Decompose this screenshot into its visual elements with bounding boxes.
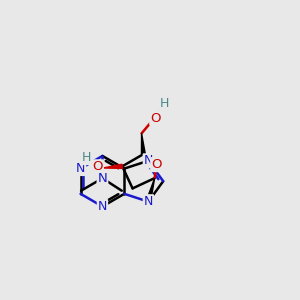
Polygon shape bbox=[146, 178, 155, 202]
Text: H: H bbox=[160, 97, 169, 110]
Polygon shape bbox=[103, 164, 122, 168]
Text: O: O bbox=[92, 160, 103, 173]
Text: N: N bbox=[76, 162, 85, 175]
Text: N: N bbox=[144, 154, 153, 167]
Text: N: N bbox=[144, 195, 153, 208]
Text: O: O bbox=[151, 158, 162, 171]
Text: N: N bbox=[98, 200, 107, 213]
Text: H: H bbox=[82, 151, 92, 164]
Polygon shape bbox=[142, 134, 145, 154]
Text: O: O bbox=[150, 112, 161, 124]
Text: N: N bbox=[98, 172, 107, 185]
